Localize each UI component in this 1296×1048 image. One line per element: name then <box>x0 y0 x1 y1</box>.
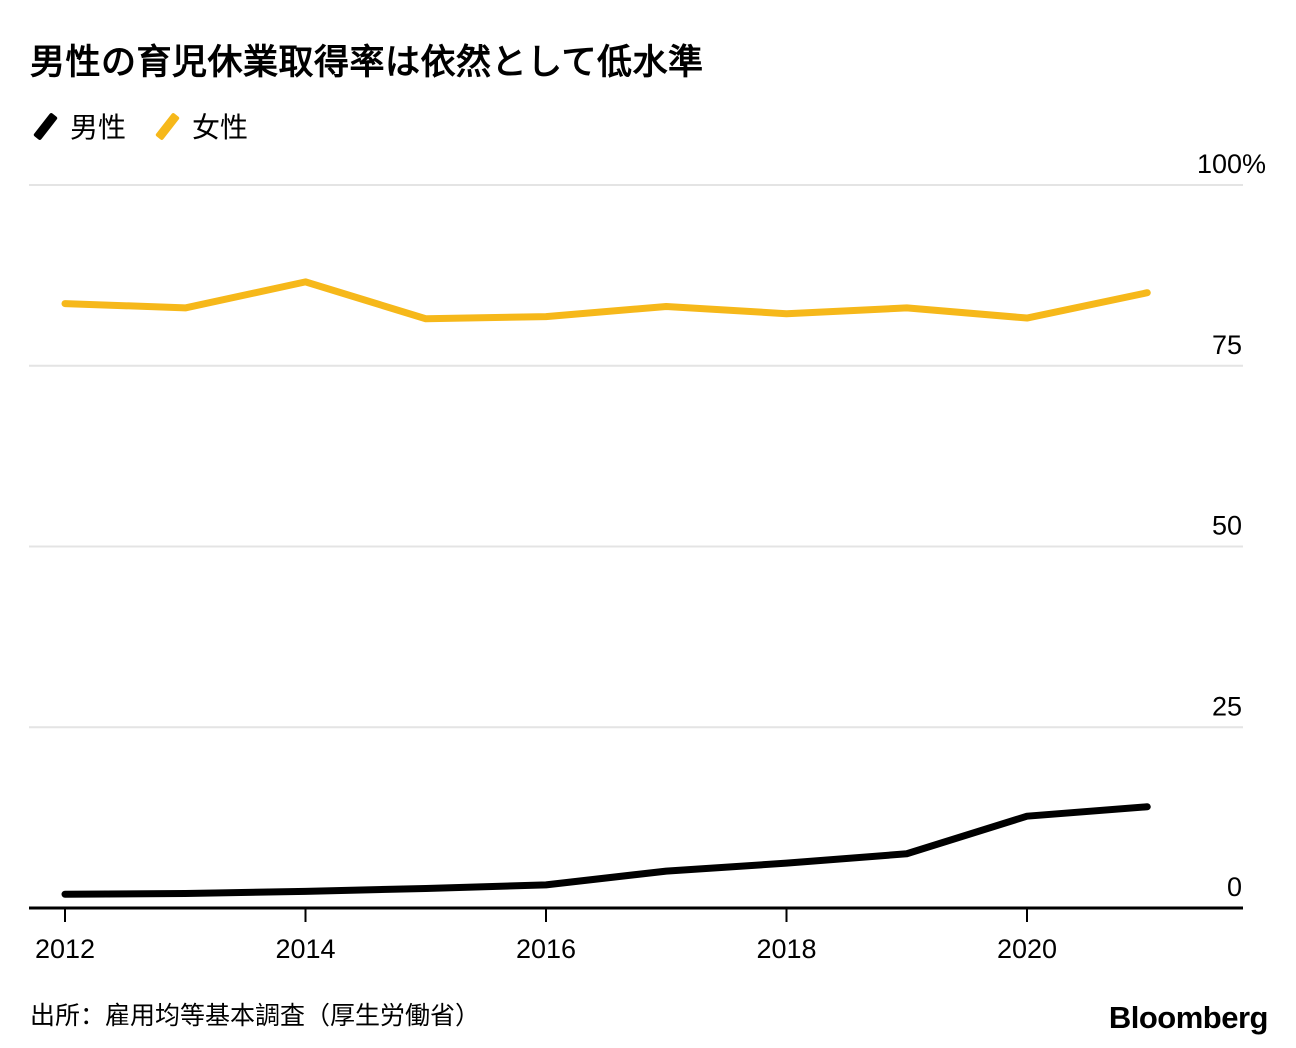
svg-text:2012: 2012 <box>35 934 95 964</box>
legend: 男性 女性 <box>30 106 248 146</box>
svg-text:75: 75 <box>1212 330 1242 360</box>
svg-text:2020: 2020 <box>997 934 1057 964</box>
svg-text:25: 25 <box>1212 691 1242 721</box>
svg-text:2014: 2014 <box>275 934 335 964</box>
source-note: 出所：雇用均等基本調査（厚生労働省） <box>30 1002 481 1030</box>
legend-label-men: 男性 <box>70 112 127 143</box>
svg-text:2018: 2018 <box>756 934 816 964</box>
chart-title: 男性の育児休業取得率は依然として低水準 <box>30 43 704 82</box>
legend-label-women: 女性 <box>192 112 249 143</box>
svg-text:100%: 100% <box>1197 149 1266 179</box>
svg-text:2016: 2016 <box>516 934 576 964</box>
svg-text:50: 50 <box>1212 511 1242 541</box>
legend-item-women: 女性 <box>152 106 248 146</box>
svg-text:0: 0 <box>1227 872 1242 902</box>
bloomberg-logo: Bloomberg <box>1108 1000 1269 1035</box>
legend-item-men: 男性 <box>30 106 126 146</box>
